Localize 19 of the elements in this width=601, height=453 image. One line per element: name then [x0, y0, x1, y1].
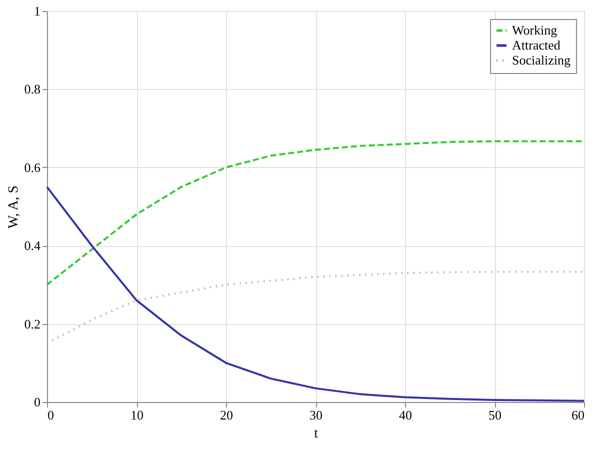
y-tick-label: 0: [34, 394, 40, 410]
x-tick-label: 30: [310, 408, 322, 422]
x-axis-title: t: [314, 426, 318, 442]
legend-label: Working: [512, 22, 558, 38]
line-series: [46, 270, 585, 344]
x-tick-label: 20: [220, 408, 233, 422]
y-tick-label: 1: [34, 4, 40, 18]
x-tick-label: 60: [572, 408, 584, 422]
y-tick-label: 0.2: [24, 316, 40, 332]
x-tick-label: 10: [130, 408, 144, 422]
x-tick-label: 50: [488, 408, 502, 422]
y-axis-title: W, A, S: [6, 185, 22, 229]
legend-label: Attracted: [512, 38, 561, 52]
y-tick-label: 0.8: [24, 82, 40, 97]
legend-label: Socializing: [512, 52, 571, 68]
y-tick-label: 0.6: [24, 160, 41, 175]
x-tick-label: 40: [399, 408, 412, 422]
x-tick-label: 0: [48, 408, 54, 422]
y-tick-label: 0.4: [24, 238, 41, 254]
